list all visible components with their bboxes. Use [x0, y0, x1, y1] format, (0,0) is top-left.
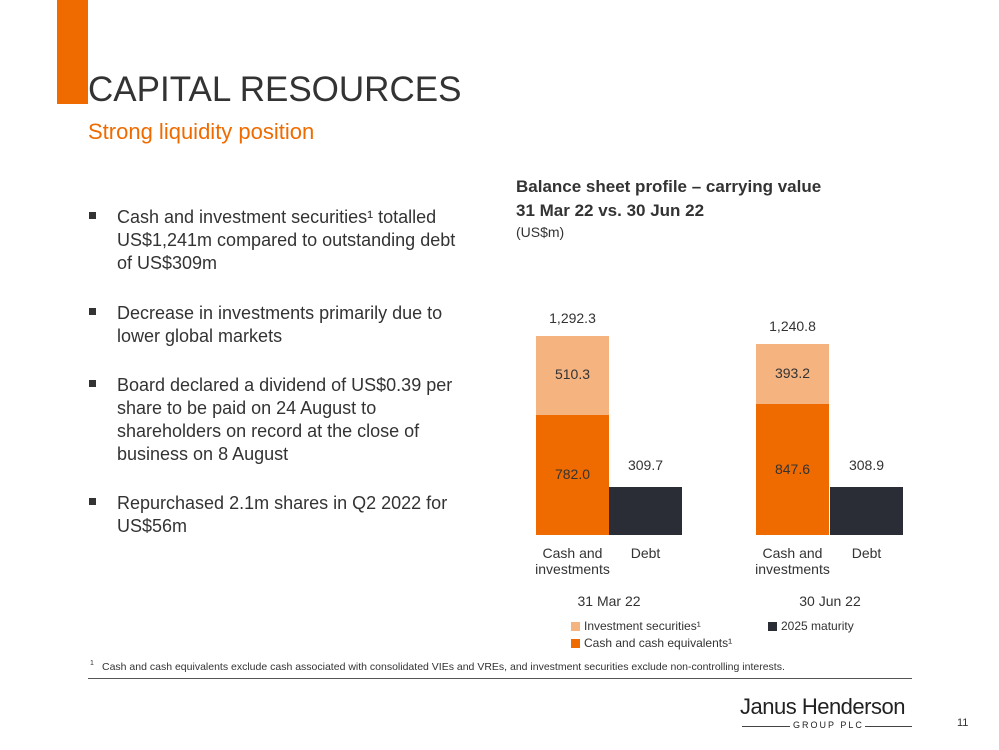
- chart-title: 31 Mar 22 vs. 30 Jun 22: [516, 201, 705, 220]
- x-tick-label: Debt: [630, 545, 661, 561]
- bullet: Decrease in investments primarily due to…: [117, 303, 443, 346]
- group-label: 30 Jun 22: [799, 593, 861, 609]
- unit-label: (US$m): [516, 224, 565, 240]
- total-label: 1,240.8: [769, 317, 816, 334]
- chart-title: Balance sheet profile – carrying value: [516, 177, 822, 196]
- legend-label: 2025 maturity: [781, 619, 854, 633]
- bullet: Cash and investment securities¹ totalled…: [117, 207, 456, 273]
- x-tick-label: Cash and investments: [535, 545, 610, 577]
- value-label: 510.3: [554, 366, 591, 383]
- x-tick-label: Debt: [851, 545, 882, 561]
- legend-swatch: [571, 639, 580, 648]
- bullet: Board declared a dividend of US$0.39 per…: [117, 375, 453, 464]
- bullet-marker: [89, 380, 96, 387]
- footnote: Cash and cash equivalents exclude cash a…: [102, 661, 785, 673]
- bar-segment: [830, 487, 903, 535]
- bar-segment: [536, 335, 609, 415]
- bar-segment: [756, 404, 829, 535]
- bullet-marker: [89, 498, 96, 505]
- bullet-marker: [89, 212, 96, 219]
- bullet-marker: [89, 308, 96, 315]
- divider: [88, 678, 912, 679]
- logo: Janus Henderson: [740, 694, 905, 719]
- legend-swatch: [768, 622, 777, 631]
- total-label: 1,292.3: [549, 309, 596, 326]
- bar-segment: [756, 343, 829, 405]
- x-tick-label: Cash and investments: [755, 545, 830, 577]
- accent-bar: [57, 0, 88, 104]
- legend-swatch: [571, 622, 580, 631]
- subtitle: Strong liquidity position: [88, 119, 315, 144]
- value-label: 393.2: [774, 365, 811, 382]
- logo-rule: [742, 726, 790, 727]
- legend-label: Investment securities¹: [584, 619, 701, 633]
- bar-segment: [536, 414, 609, 535]
- value-label: 782.0: [554, 465, 591, 482]
- value-label: 309.7: [627, 457, 664, 474]
- footnote-marker: 1: [90, 660, 94, 667]
- title: CAPITAL RESOURCES: [88, 70, 462, 109]
- bar-segment: [609, 487, 682, 535]
- value-label: 308.9: [848, 457, 885, 474]
- group-label: 31 Mar 22: [577, 593, 641, 609]
- logo-rule: [865, 726, 912, 727]
- value-label: 847.6: [774, 460, 811, 477]
- bullet: Repurchased 2.1m shares in Q2 2022 for U…: [117, 493, 448, 536]
- logo-tagline: GROUP PLC: [793, 720, 864, 730]
- legend-label: Cash and cash equivalents¹: [584, 636, 733, 650]
- page-number: 11: [957, 717, 969, 729]
